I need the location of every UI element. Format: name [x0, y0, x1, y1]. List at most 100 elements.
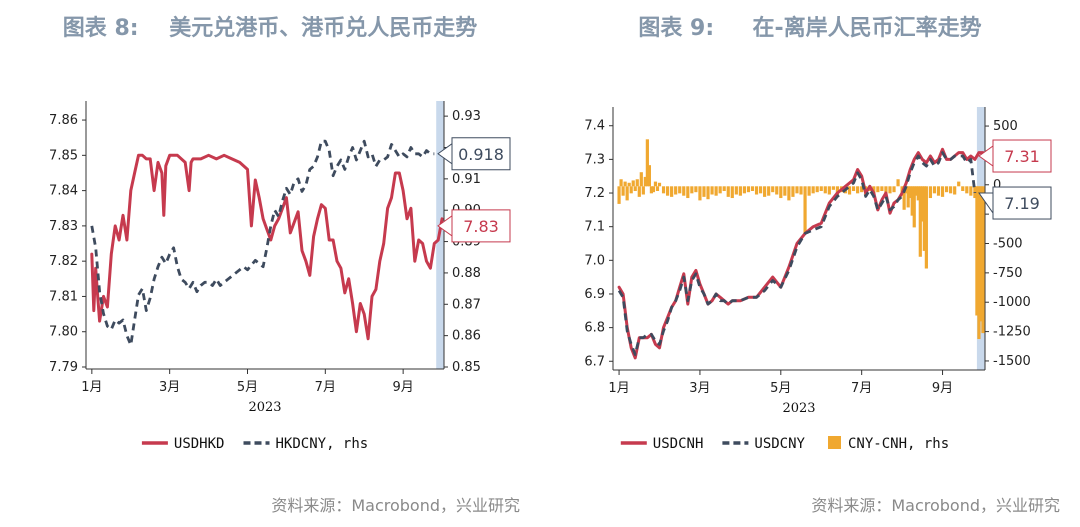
cny-cnh-bar [819, 186, 823, 191]
cny-cnh-bar [750, 186, 755, 191]
cny-cnh-bar [647, 165, 651, 187]
cny-cnh-bar [643, 176, 647, 187]
x-axis-year-label: 2023 [248, 400, 281, 415]
cny-cnh-bar [961, 186, 965, 191]
left-tick-label: 7.84 [49, 184, 78, 199]
callout-label: 7.83 [463, 217, 499, 236]
cny-cnh-bar [758, 186, 763, 194]
cny-cnh-bar [714, 186, 718, 196]
callout-box [992, 139, 1052, 173]
cny-cnh-bar [799, 186, 803, 195]
cny-cnh-bar [965, 186, 969, 194]
callout-label: 7.19 [1004, 194, 1040, 213]
chart-title: 图表 9: 在-离岸人民币汇率走势 [638, 16, 982, 41]
cny-cnh-bar [872, 186, 876, 194]
cny-cnh-bar [918, 186, 922, 257]
cny-cnh-bar [928, 186, 933, 199]
cny-cnh-bar [957, 181, 961, 187]
callout-label: 0.918 [458, 145, 504, 164]
series-line-1 [617, 147, 985, 360]
left-tick-label: 7.0 [584, 253, 605, 268]
callout-box [992, 186, 1052, 220]
chart-title: 图表 8: 美元兑港币、港币兑人民币走势 [62, 16, 478, 41]
cny-cnh-bar [627, 182, 631, 187]
x-tick-label: 5月 [770, 381, 791, 396]
cny-cnh-bar [975, 186, 979, 316]
x-tick-label: 1月 [608, 381, 629, 396]
cny-cnh-bar [856, 186, 860, 194]
cny-cnh-bar [902, 186, 906, 210]
left-tick-label: 7.85 [49, 148, 78, 163]
left-tick-label: 7.86 [49, 113, 78, 128]
callout-box [451, 209, 511, 243]
cny-cnh-bar [884, 186, 888, 195]
right-tick-label: 0.93 [452, 109, 481, 124]
cny-cnh-bar [661, 186, 666, 194]
cny-cnh-bar [670, 186, 674, 197]
cny-cnh-bar [718, 186, 722, 194]
cny-cnh-bar [924, 186, 928, 269]
cny-cnh-bar [803, 186, 807, 234]
cny-cnh-bar [783, 186, 787, 196]
cny-cnh-bar [936, 186, 941, 196]
cny-cnh-bar [835, 186, 840, 196]
legend-swatch [828, 436, 841, 449]
cny-cnh-bar [621, 186, 625, 196]
series-line-2 [90, 139, 435, 347]
cny-cnh-bar [690, 186, 694, 194]
cny-cnh-bar [738, 186, 742, 196]
cny-cnh-bar [916, 186, 920, 201]
left-tick-label: 6.9 [584, 287, 605, 302]
series-line-1 [90, 153, 444, 341]
cny-cnh-bar [767, 186, 771, 196]
left-tick-label: 7.82 [49, 254, 78, 269]
cny-cnh-bar [617, 186, 621, 204]
cny-cnh-bar [706, 186, 710, 200]
cny-cnh-bar [698, 186, 702, 201]
cny-cnh-bar [787, 186, 791, 201]
cny-cnh-bar [831, 186, 835, 190]
cny-cnh-bar [686, 186, 690, 199]
cny-cnh-bar [908, 186, 912, 199]
right-tick-label: 0.86 [452, 329, 481, 344]
callout-label: 7.31 [1004, 147, 1040, 166]
cny-cnh-bar [906, 186, 910, 208]
left-tick-label: 7.81 [49, 289, 78, 304]
cny-cnh-bar [655, 186, 660, 191]
cny-cnh-bar [746, 186, 751, 193]
left-tick-label: 6.8 [584, 321, 605, 336]
cny-cnh-bar [888, 186, 892, 194]
right-tick-label: -750 [993, 266, 1023, 281]
right-tick-label: 0.88 [452, 266, 481, 281]
right-tick-label: -1500 [993, 354, 1031, 369]
cny-cnh-bar [682, 186, 686, 196]
legend-label: CNY-CNH, rhs [848, 436, 949, 452]
cny-cnh-bar [969, 186, 973, 196]
cny-cnh-bar [629, 186, 633, 194]
cny-cnh-bar [631, 180, 635, 187]
cny-cnh-bar [637, 186, 641, 197]
cny-cnh-bar [674, 186, 678, 195]
x-tick-label: 1月 [81, 380, 102, 395]
cny-cnh-bar [815, 186, 819, 193]
cny-cnh-bar [678, 186, 682, 194]
x-tick-label: 3月 [689, 381, 710, 396]
cny-cnh-bar [896, 179, 900, 187]
cny-cnh-bar [914, 186, 918, 196]
cny-cnh-bar [635, 179, 639, 187]
cny-cnh-bar [726, 186, 730, 197]
left-tick-label: 7.79 [49, 360, 78, 375]
left-tick-label: 6.7 [584, 354, 605, 369]
cny-cnh-bar [754, 186, 759, 195]
cny-cnh-bar [977, 186, 981, 339]
chart-right-svg: 6.76.86.97.07.17.27.37.45002500-250-500-… [584, 107, 1052, 452]
chart-left-svg: 7.79 7.80 7.81 7.82 7.83 7.84 7.85 7.86 0.85 0.86… [49, 101, 511, 452]
cny-cnh-bar [641, 186, 645, 195]
cny-cnh-bar [633, 186, 637, 191]
cny-cnh-bar [912, 186, 916, 228]
cny-cnh-bar [653, 181, 658, 187]
cny-cnh-bar [625, 186, 629, 201]
cny-cnh-bar [651, 186, 656, 193]
cny-cnh-bar [734, 186, 738, 195]
right-tick-label: -1250 [993, 325, 1031, 340]
